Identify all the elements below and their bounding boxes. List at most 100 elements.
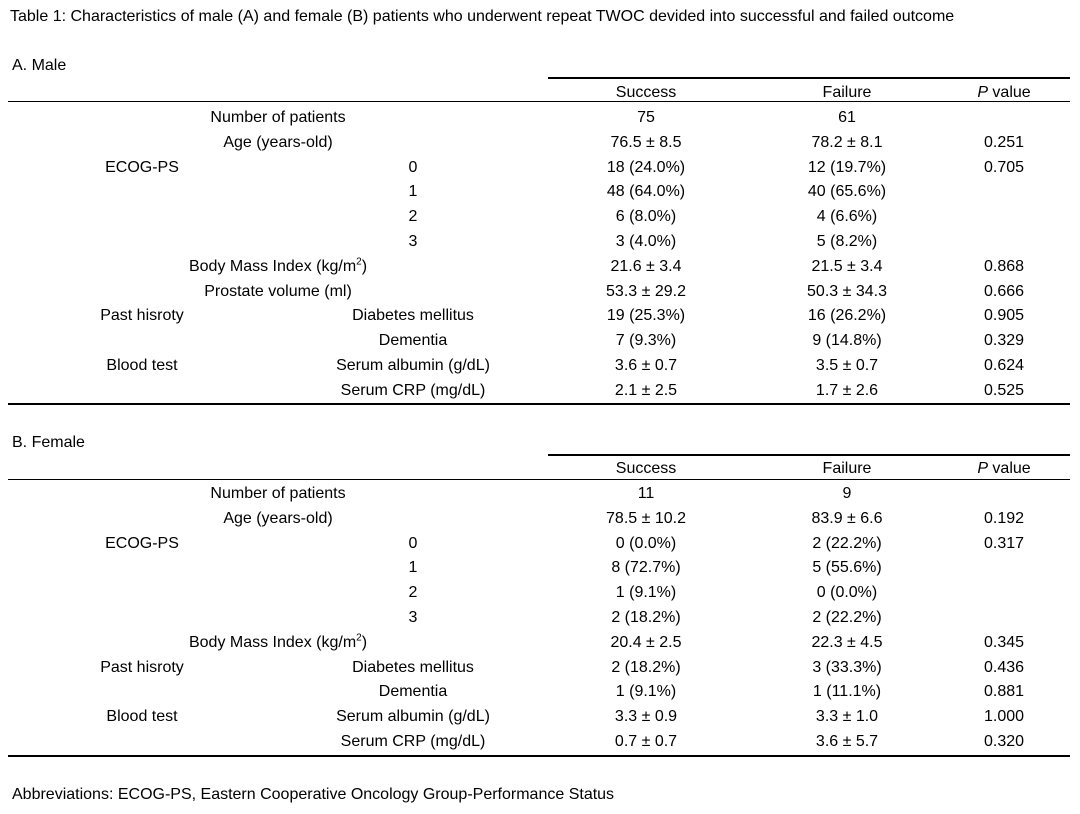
row-label-text: Body Mass Index (kg/m [188, 633, 357, 651]
row-label-text: Serum albumin (g/dL) [336, 357, 490, 374]
row-label-suffix: ) [361, 257, 368, 275]
row-label-superscript: 2 [356, 256, 362, 268]
cell-failure: 2 (22.2%) [812, 534, 882, 552]
column-header-p-value: P value [977, 459, 1030, 479]
row-label-text: Serum CRP (mg/dL) [340, 381, 486, 399]
cell-success: 21.6 ± 3.4 [610, 257, 682, 275]
row-label-text: Age (years-old) [223, 133, 333, 151]
cell-success: 3.6 ± 0.7 [614, 357, 678, 374]
row-label: Serum albumin (g/dL) [336, 356, 490, 376]
cell-failure: 12 (19.7%) [807, 158, 887, 176]
cell-success: 20.4 ± 2.5 [610, 633, 682, 651]
row-group-label: ECOG-PS [105, 158, 179, 176]
cell-failure: 5 (55.6%) [812, 559, 882, 577]
row-group-label: Past hisroty [100, 307, 184, 325]
row-group-label: Blood test [106, 357, 178, 374]
row-label-text: 3 [408, 233, 418, 250]
row-label-text: 2 [408, 208, 418, 226]
row-group-label: ECOG-PS [105, 534, 179, 552]
cell-success: 6 (8.0%) [615, 208, 677, 226]
row-label-superscript: 2 [356, 632, 362, 644]
row-label-text: Age (years-old) [223, 509, 333, 527]
cell-success: 78.5 ± 10.2 [606, 509, 686, 527]
p-rest: value [987, 460, 1031, 477]
row-label: Dementia [379, 682, 447, 702]
cell-success: 18 (24.0%) [606, 158, 686, 176]
row-label: Prostate volume (ml) [204, 282, 352, 302]
column-header-failure: Failure [822, 84, 872, 101]
row-label-text: Prostate volume (ml) [204, 282, 352, 300]
cell-success: 2 (18.2%) [611, 609, 681, 626]
cell-failure: 61 [838, 109, 856, 126]
row-label: Serum CRP (mg/dL) [341, 732, 486, 752]
cell-success: 53.3 ± 29.2 [606, 282, 686, 300]
row-label: Serum albumin (g/dL) [336, 707, 490, 727]
row-label-text: Dementia [378, 683, 448, 701]
cell-failure: 0 (0.0%) [816, 584, 878, 602]
row-label: Age (years-old) [223, 509, 332, 529]
p-italic: P [977, 84, 988, 101]
row-label-text: Diabetes mellitus [352, 307, 474, 325]
row-label-text: Serum CRP (mg/dL) [340, 733, 486, 750]
cell-failure: 83.9 ± 6.6 [811, 509, 883, 527]
row-label: Serum CRP (mg/dL) [341, 381, 486, 401]
cell-p: 0.317 [983, 534, 1025, 552]
row-label-text: 0 [408, 158, 418, 176]
row-label: Dementia [379, 331, 447, 351]
row-group-label: Past hisroty [100, 658, 184, 676]
cell-p: 0.525 [983, 381, 1025, 399]
cell-success: 3.3 ± 0.9 [614, 708, 678, 726]
cell-failure: 5 (8.2%) [816, 233, 878, 250]
cell-p: 0.881 [983, 683, 1025, 701]
abbreviations-footnote: Abbreviations: ECOG-PS, Eastern Cooperat… [12, 786, 615, 803]
cell-failure: 3.3 ± 1.0 [815, 708, 879, 726]
row-label: Number of patients [210, 484, 345, 504]
row-label-text: 1 [408, 559, 418, 577]
cell-failure: 2 (22.2%) [812, 609, 882, 626]
cell-failure: 3 (33.3%) [812, 658, 882, 676]
cell-failure: 40 (65.6%) [807, 183, 887, 201]
table-caption: Table 1: Characteristics of male (A) and… [10, 8, 955, 25]
row-label: Diabetes mellitus [352, 306, 474, 326]
cell-failure: 9 (14.8%) [812, 332, 882, 350]
male-header-top-rule [548, 77, 1070, 79]
row-label: 3 [409, 232, 418, 252]
row-label-text: Number of patients [210, 485, 346, 502]
column-header-p-value: P value [977, 83, 1030, 103]
cell-p: 0.436 [983, 658, 1025, 676]
row-label: Body Mass Index (kg/m2) [189, 257, 367, 277]
cell-p: 0.320 [983, 733, 1025, 750]
row-label-text: 1 [408, 183, 418, 201]
row-label-text: 3 [408, 609, 418, 626]
cell-p: 0.192 [983, 509, 1025, 527]
cell-success: 7 (9.3%) [615, 332, 677, 350]
row-label: 0 [409, 158, 418, 178]
row-label-text: 2 [408, 584, 418, 602]
row-label: 2 [409, 207, 418, 227]
row-label-text: 0 [408, 534, 418, 552]
male-table-bottom-rule [8, 403, 1070, 405]
cell-success: 75 [637, 109, 655, 126]
row-label-suffix: ) [361, 633, 368, 651]
row-label-text: Number of patients [210, 109, 346, 126]
cell-failure: 21.5 ± 3.4 [811, 257, 883, 275]
p-italic: P [977, 460, 988, 477]
row-label-text: Serum albumin (g/dL) [336, 708, 490, 726]
column-header-failure: Failure [822, 460, 872, 477]
cell-success: 48 (64.0%) [606, 183, 686, 201]
female-header-top-rule [548, 454, 1070, 456]
cell-success: 2 (18.2%) [611, 658, 681, 676]
section-title-female: B. Female [12, 434, 85, 451]
cell-failure: 9 [842, 485, 852, 502]
female-table-bottom-rule [8, 755, 1070, 757]
cell-p: 1.000 [983, 708, 1025, 726]
cell-failure: 50.3 ± 34.3 [807, 282, 887, 300]
cell-p: 0.868 [983, 257, 1025, 275]
row-label: Number of patients [210, 108, 345, 128]
section-title-male: A. Male [12, 57, 67, 74]
cell-failure: 4 (6.6%) [816, 208, 878, 226]
column-header-success: Success [615, 84, 677, 101]
cell-failure: 3.6 ± 5.7 [815, 733, 879, 750]
p-rest: value [987, 84, 1031, 101]
cell-failure: 3.5 ± 0.7 [815, 357, 879, 374]
